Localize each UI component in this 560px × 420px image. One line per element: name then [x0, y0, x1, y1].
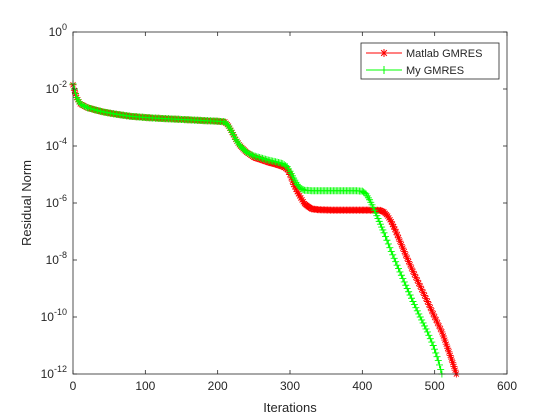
y-tick-base: 10	[46, 196, 60, 210]
legend-marker	[380, 49, 388, 57]
y-tick-exponent: -12	[54, 364, 67, 374]
y-tick-exponent: -4	[59, 136, 67, 146]
y-tick-label: 100	[49, 22, 67, 39]
plot-area	[73, 32, 507, 374]
y-tick-base: 10	[46, 139, 60, 153]
ticks-layer: 0 100 200 300 400 500 60010010-210-410-610-810…	[41, 22, 518, 393]
series-layer	[69, 80, 460, 378]
y-tick-base: 10	[41, 310, 55, 324]
y-tick-label: 10-4	[46, 136, 67, 153]
y-tick-label: 10-10	[41, 307, 67, 324]
legend-marker	[380, 66, 388, 74]
x-tick-label: 0	[70, 379, 77, 393]
x-tick-label: 600	[497, 379, 517, 393]
x-axis-label: Iterations	[263, 400, 317, 415]
y-tick-base: 10	[41, 367, 55, 381]
legend-label: Matlab GMRES	[406, 48, 482, 60]
y-tick-exponent: -2	[59, 79, 67, 89]
y-axis-label: Residual Norm	[19, 160, 34, 246]
x-tick-label: 100	[135, 379, 155, 393]
y-tick-label: 10-6	[46, 193, 67, 210]
legend: Matlab GMRES My GMRES	[360, 42, 500, 80]
y-tick-base: 10	[49, 25, 63, 39]
y-tick-exponent: 0	[62, 22, 67, 32]
y-tick-base: 10	[46, 253, 60, 267]
y-tick-label: 10-8	[46, 250, 67, 267]
y-tick-exponent: -6	[59, 193, 67, 203]
y-tick-exponent: -10	[54, 307, 67, 317]
y-tick-label: 10-2	[46, 79, 67, 96]
x-tick-label: 300	[280, 379, 300, 393]
x-tick-label: 400	[352, 379, 372, 393]
y-tick-label: 10-12	[41, 364, 67, 381]
legend-label: My GMRES	[406, 65, 464, 77]
y-tick-exponent: -8	[59, 250, 67, 260]
y-tick-base: 10	[46, 82, 60, 96]
x-tick-label: 500	[425, 379, 445, 393]
x-tick-label: 200	[208, 379, 228, 393]
